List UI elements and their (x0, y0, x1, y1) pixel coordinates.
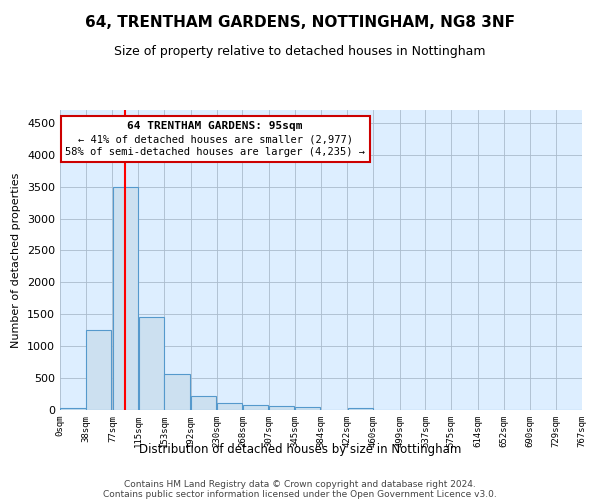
Bar (191, 396, 216, 410)
Bar (86, 330, 112, 410)
Bar (243, 405, 268, 410)
Text: ← 41% of detached houses are smaller (2,977): ← 41% of detached houses are smaller (2,… (77, 134, 353, 144)
Bar (139, 318, 164, 410)
Text: Contains HM Land Registry data © Crown copyright and database right 2024.
Contai: Contains HM Land Registry data © Crown c… (103, 480, 497, 500)
Bar (295, 407, 320, 410)
Text: 64 TRENTHAM GARDENS: 95sqm: 64 TRENTHAM GARDENS: 95sqm (127, 122, 303, 132)
Text: 64, TRENTHAM GARDENS, NOTTINGHAM, NG8 3NF: 64, TRENTHAM GARDENS, NOTTINGHAM, NG8 3N… (85, 15, 515, 30)
Bar (217, 403, 242, 410)
FancyBboxPatch shape (61, 116, 370, 162)
Text: Distribution of detached houses by size in Nottingham: Distribution of detached houses by size … (139, 442, 461, 456)
Bar (61, 408, 86, 410)
Bar (347, 408, 373, 410)
Bar (113, 186, 138, 410)
Bar (164, 374, 190, 410)
Y-axis label: Number of detached properties: Number of detached properties (11, 172, 22, 348)
Text: 58% of semi-detached houses are larger (4,235) →: 58% of semi-detached houses are larger (… (65, 147, 365, 157)
Bar (269, 406, 295, 410)
Text: Size of property relative to detached houses in Nottingham: Size of property relative to detached ho… (114, 45, 486, 58)
